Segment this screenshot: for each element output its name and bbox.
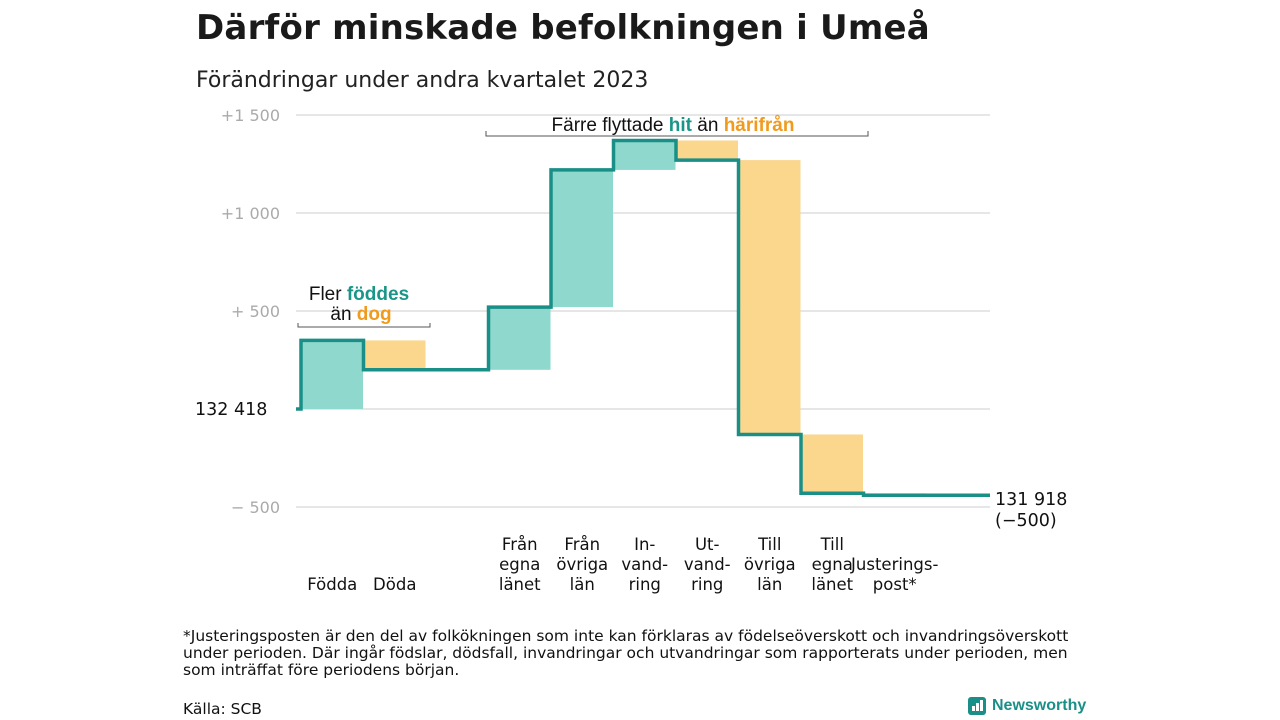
category-label: Till egna länet [811,535,853,594]
annotation-births-deaths-line2: än dog [330,304,391,325]
y-tick-label: + 500 [231,302,280,321]
waterfall-chart: +1 500 +1 000 + 500 − 500 Födda Döda Från egna l… [195,106,1067,594]
grid-layer [296,114,990,508]
label-layer: +1 500 +1 000 + 500 − 500 Födda Döda Från egna l… [195,106,1067,594]
annotation-bracket-migration [485,131,869,137]
footnote: *Justeringsposten är den del av folkökni… [183,627,1069,679]
annotation-migration: Färre flyttade hit än härifrån [552,115,795,136]
annotation-bracket-births [297,323,431,328]
start-value-label: 132 418 [195,400,267,420]
waterfall-bar [551,169,613,308]
category-label: Ut-vand-ring [684,535,731,594]
logo-text: Newsworthy [992,697,1087,714]
category-label: Födda [307,575,357,594]
end-change-label: (−500) [995,511,1057,531]
bar-layer [301,140,926,496]
waterfall-step-line [296,138,990,497]
y-tick-label: +1 500 [221,106,280,125]
category-label: In-vand-ring [621,535,668,594]
chart-title: Därför minskade befolkningen i Umeå [196,8,930,48]
y-tick-label: +1 000 [221,204,280,223]
category-label: Justerings-post* [850,555,938,594]
waterfall-bar [676,140,738,161]
waterfall-bar [364,340,426,370]
waterfall-bar [801,434,863,494]
line-layer [296,131,990,497]
y-tick-label: − 500 [231,498,280,517]
waterfall-bar [301,340,363,409]
newsworthy-logo: Newsworthy [968,697,1086,715]
source-credit: Källa: SCB [183,700,262,718]
category-label: Från egna länet [499,535,541,594]
annotation-births-deaths: Fler föddes [309,284,409,305]
category-label: Från övriga län [556,535,608,594]
category-label: Döda [373,575,416,594]
waterfall-bar [489,307,551,370]
logo-icon [968,697,986,715]
chart-subtitle: Förändringar under andra kvartalet 2023 [196,68,649,93]
category-label: Till övriga län [744,535,796,594]
waterfall-bar [739,160,801,435]
end-value-label: 131 918 [995,490,1067,510]
waterfall-bar [614,140,676,170]
